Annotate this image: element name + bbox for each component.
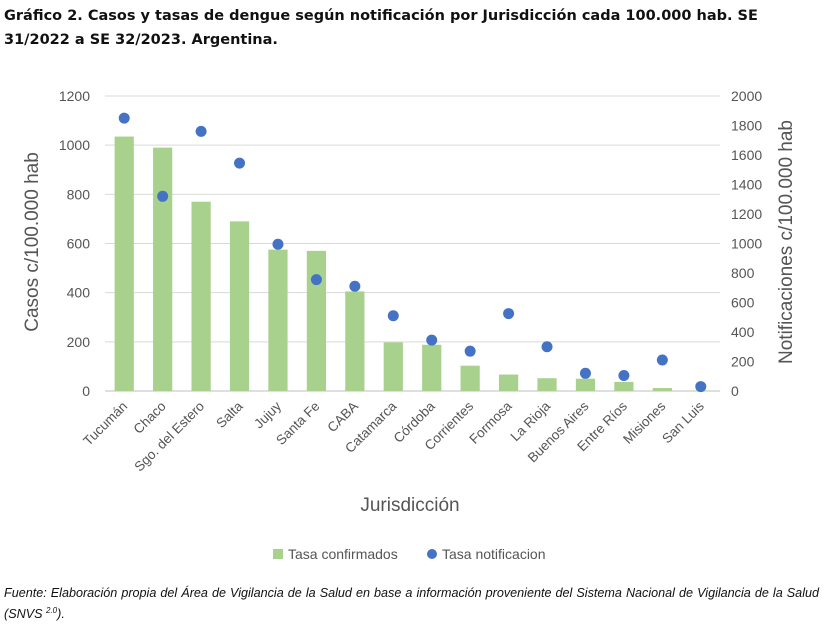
left-axis-label: Casos c/100.000 hab: [22, 152, 43, 332]
dot: [618, 370, 630, 382]
left-tick-label: 400: [67, 285, 91, 301]
right-tick-label: 1000: [731, 236, 762, 252]
dot: [234, 157, 246, 169]
left-axis-ticks: 0 200 400 600 800 1000 1200: [59, 88, 90, 399]
category-label: Jujuy: [251, 398, 284, 431]
right-tick-label: 1600: [731, 147, 762, 163]
category-label: Tucumán: [80, 399, 130, 449]
category-label: Salta: [213, 398, 246, 431]
category-label: Formosa: [466, 398, 515, 447]
left-tick-label: 1000: [59, 137, 90, 153]
dot: [541, 341, 553, 353]
dot: [503, 308, 515, 320]
dot: [579, 367, 591, 379]
category-label: Misiones: [620, 398, 668, 446]
dot: [387, 310, 399, 322]
dot: [310, 274, 322, 286]
dot: [118, 112, 130, 124]
bar: [422, 344, 442, 391]
source-superscript: 2.0: [46, 606, 58, 615]
right-tick-label: 800: [731, 265, 755, 281]
legend: Tasa confirmados Tasa notificacion: [273, 546, 546, 562]
bar: [191, 201, 211, 391]
bar: [614, 381, 634, 391]
dot: [195, 125, 207, 137]
right-tick-label: 400: [731, 324, 755, 340]
dot: [272, 238, 284, 250]
source-end: ).: [57, 607, 65, 622]
right-tick-label: 600: [731, 295, 755, 311]
source-text: Fuente: Elaboración propia del Área de V…: [4, 586, 819, 622]
right-axis-ticks: 0 200 400 600 800 1000 1200 1400 1600 1800 2000: [731, 88, 762, 399]
right-tick-label: 1200: [731, 206, 762, 222]
bar: [537, 378, 557, 391]
right-axis-label: Notificaciones c/100.000 hab: [776, 120, 797, 364]
left-tick-label: 200: [67, 334, 91, 350]
dot: [695, 381, 707, 393]
dot: [464, 345, 476, 357]
chart-title: Gráfico 2. Casos y tasas de dengue según…: [4, 8, 758, 48]
legend-swatch-bars: [273, 549, 283, 559]
legend-label-dots: Tasa notificacion: [442, 546, 546, 562]
right-tick-label: 2000: [731, 88, 762, 104]
bar: [498, 374, 519, 391]
bar: [383, 342, 403, 391]
dot: [656, 354, 668, 366]
bar: [153, 147, 173, 391]
bar: [268, 249, 288, 391]
bar: [575, 378, 596, 391]
category-label: Sgo. del Estero: [131, 399, 207, 475]
right-tick-label: 1400: [731, 177, 762, 193]
source-note: Fuente: Elaboración propia del Área de V…: [4, 584, 819, 623]
left-tick-label: 0: [82, 383, 90, 399]
x-axis-label: Jurisdicción: [360, 495, 459, 516]
bar: [306, 250, 327, 391]
bar: [345, 291, 365, 391]
left-tick-label: 600: [67, 236, 91, 252]
combo-chart: 0 200 400 600 800 1000 1200 0 200 400 600 800 1000 1…: [22, 88, 797, 562]
left-tick-label: 1200: [59, 88, 90, 104]
right-tick-label: 1800: [731, 118, 762, 134]
legend-swatch-dots: [427, 549, 437, 559]
left-tick-label: 800: [67, 186, 91, 202]
bar-series: [114, 136, 711, 391]
category-label: CABA: [324, 399, 361, 436]
dot-series: [118, 112, 707, 393]
bar: [114, 136, 134, 391]
bar: [652, 388, 672, 391]
category-label: San Luis: [659, 398, 707, 446]
right-tick-label: 0: [731, 383, 739, 399]
right-tick-label: 200: [731, 354, 755, 370]
dot: [157, 190, 169, 202]
dot: [349, 280, 361, 292]
bar: [460, 365, 480, 391]
legend-label-bars: Tasa confirmados: [288, 546, 398, 562]
dot: [426, 334, 438, 346]
bar: [229, 221, 250, 391]
